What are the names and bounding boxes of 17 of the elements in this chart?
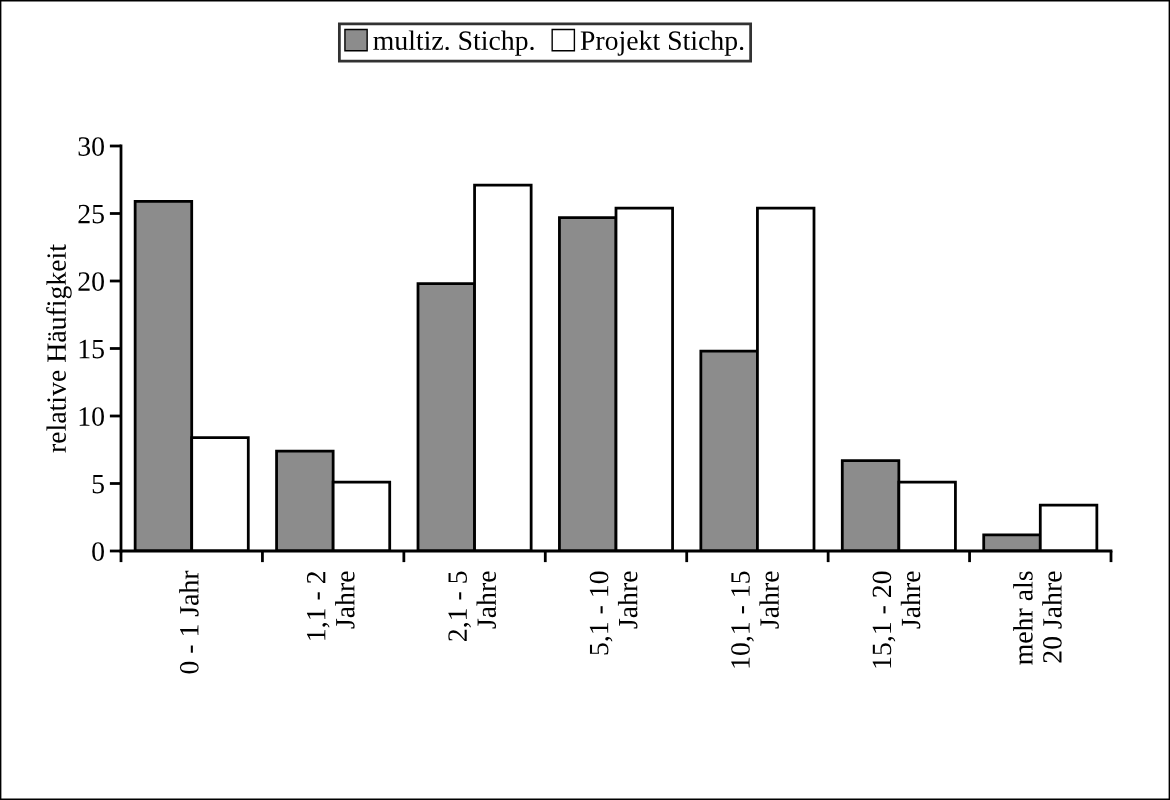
y-axis-title: relative Häufigkeit — [46, 244, 72, 453]
y-tick-label: 5 — [92, 474, 104, 494]
y-tick-label: 25 — [78, 204, 104, 224]
x-tick-label: 1,1 - 2 Jahre — [306, 571, 355, 640]
y-tick-label: 0 — [92, 542, 104, 561]
x-tick-label: 2,1 - 5 Jahre — [448, 571, 497, 641]
y-tick-label: 30 — [78, 137, 104, 156]
legend-label: multiz. Stichp. — [373, 30, 534, 56]
legend-label: Projekt Stichp. — [580, 30, 744, 56]
y-tick-label: 20 — [78, 272, 104, 291]
x-tick-label: 15,1 - 20 Jahre — [872, 571, 921, 668]
x-tick-label: 5,1 - 10 Jahre — [589, 571, 638, 655]
y-tick-label: 10 — [79, 407, 104, 426]
x-tick-label: mehr als 20 Jahre — [1013, 571, 1062, 665]
y-tick-label: 15 — [79, 339, 104, 359]
x-tick-label: 0 - 1 Jahr — [179, 570, 199, 674]
x-tick-label: 10,1 - 15 Jahre — [731, 571, 779, 668]
